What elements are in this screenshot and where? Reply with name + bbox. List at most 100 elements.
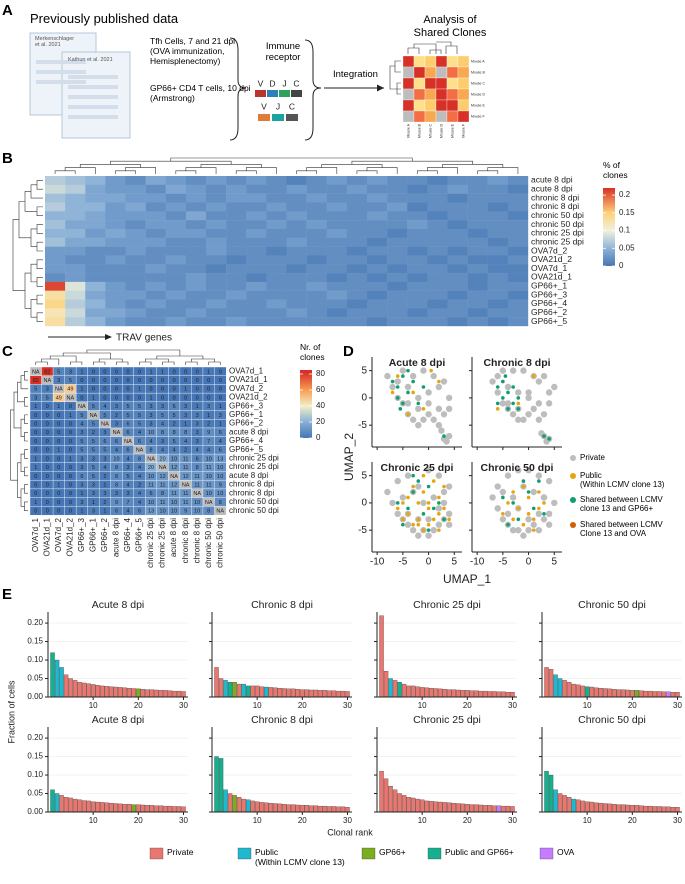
cell-label: 5 bbox=[138, 413, 141, 419]
heatmap-cell bbox=[407, 247, 427, 256]
dendrogram bbox=[157, 356, 203, 359]
point bbox=[525, 395, 531, 401]
heatmap-cell bbox=[45, 211, 65, 220]
paper-citation: Merkenschlager et al. 2021 bbox=[35, 36, 74, 49]
bar bbox=[483, 691, 487, 697]
cell-label: NA bbox=[43, 378, 51, 384]
bar bbox=[318, 690, 322, 697]
heatmap-cell bbox=[246, 238, 266, 247]
cell-label: 1 bbox=[150, 395, 153, 401]
bar bbox=[549, 669, 553, 697]
heatmap-cell bbox=[347, 194, 367, 203]
heatmap-cell bbox=[427, 176, 447, 185]
dendrogram bbox=[37, 277, 43, 286]
point bbox=[541, 373, 547, 379]
heatmap-cell bbox=[327, 229, 347, 238]
bar bbox=[635, 690, 639, 697]
heatmap-cell bbox=[45, 220, 65, 229]
point bbox=[406, 369, 410, 373]
heatmap-cell bbox=[266, 308, 286, 317]
paper-line bbox=[68, 75, 118, 79]
cell-label: 6 bbox=[126, 422, 129, 428]
bar bbox=[287, 805, 291, 812]
cell-label: 8 bbox=[161, 491, 164, 497]
heatmap-cell bbox=[186, 176, 206, 185]
cell-label: 1 bbox=[219, 404, 222, 410]
heatmap-cell bbox=[45, 317, 65, 326]
bar bbox=[96, 802, 100, 812]
y-tick-label: -5 bbox=[358, 420, 367, 431]
bar bbox=[662, 692, 666, 697]
heatmap-cell bbox=[85, 255, 105, 264]
point bbox=[442, 517, 446, 521]
cell-label: 5 bbox=[92, 439, 95, 445]
bar bbox=[393, 790, 397, 812]
bar bbox=[87, 684, 91, 697]
bar bbox=[554, 790, 558, 812]
bar bbox=[474, 805, 478, 812]
heatmap-cell bbox=[65, 247, 85, 256]
heatmap-cell bbox=[65, 211, 85, 220]
segment-label: D bbox=[269, 78, 275, 88]
bar bbox=[172, 691, 176, 697]
cell-label: 5 bbox=[92, 404, 95, 410]
point bbox=[437, 380, 441, 384]
point bbox=[420, 500, 426, 506]
mini-heatmap-cell bbox=[458, 56, 469, 67]
x-tick-label: 10 bbox=[253, 701, 262, 710]
heatmap-cell bbox=[448, 255, 468, 264]
mini-heatmap-cell bbox=[425, 78, 436, 89]
bar bbox=[384, 779, 388, 812]
bar bbox=[402, 684, 406, 697]
point bbox=[541, 516, 547, 522]
point bbox=[546, 478, 552, 484]
heatmap-cell bbox=[246, 308, 266, 317]
heatmap-cell bbox=[508, 300, 528, 309]
mini-heatmap-cell bbox=[447, 111, 458, 122]
dendrogram bbox=[37, 260, 43, 269]
bar bbox=[603, 689, 607, 698]
heatmap-cell bbox=[387, 255, 407, 264]
bar bbox=[599, 688, 603, 697]
y-tick-label: 0.00 bbox=[27, 692, 43, 701]
heatmap-cell bbox=[166, 176, 186, 185]
cell-label: 8 bbox=[161, 430, 164, 436]
cell-label: 1 bbox=[80, 387, 83, 393]
segment-label: V bbox=[258, 78, 264, 88]
gene-segment bbox=[279, 90, 290, 97]
colorbar-tick-label: 80 bbox=[316, 369, 325, 378]
cell-label: 6 bbox=[115, 439, 118, 445]
heatmap-cell bbox=[448, 211, 468, 220]
cell-label: NA bbox=[124, 439, 132, 445]
bar bbox=[585, 687, 589, 697]
heatmap-cell bbox=[427, 317, 447, 326]
bar bbox=[150, 690, 154, 697]
heatmap-cell bbox=[186, 291, 206, 300]
cell-label: 1 bbox=[103, 509, 106, 515]
cell-label: 5 bbox=[126, 404, 129, 410]
bar bbox=[181, 691, 185, 697]
bar bbox=[323, 690, 327, 697]
x-tick-label: 20 bbox=[463, 816, 472, 825]
cell-label: 1 bbox=[34, 404, 37, 410]
cell-label: 10 bbox=[171, 500, 177, 506]
point bbox=[425, 400, 431, 406]
cell-label: 0 bbox=[126, 387, 129, 393]
cell-label: 0 bbox=[207, 378, 210, 384]
cell-label: 0 bbox=[34, 474, 37, 480]
x-tick-label: 0 bbox=[426, 557, 432, 568]
heatmap-cell bbox=[508, 273, 528, 282]
point bbox=[546, 511, 552, 517]
heatmap-cell bbox=[146, 282, 166, 291]
heatmap-cell bbox=[448, 176, 468, 185]
heatmap-cell bbox=[226, 300, 246, 309]
bar bbox=[163, 690, 167, 697]
point bbox=[527, 496, 531, 500]
point bbox=[406, 496, 410, 500]
point bbox=[391, 391, 395, 395]
cell-label: 0 bbox=[103, 395, 106, 401]
heatmap-cell bbox=[287, 300, 307, 309]
heatmap-cell bbox=[45, 273, 65, 282]
cell-label: 4 bbox=[138, 474, 141, 480]
point bbox=[516, 517, 520, 521]
